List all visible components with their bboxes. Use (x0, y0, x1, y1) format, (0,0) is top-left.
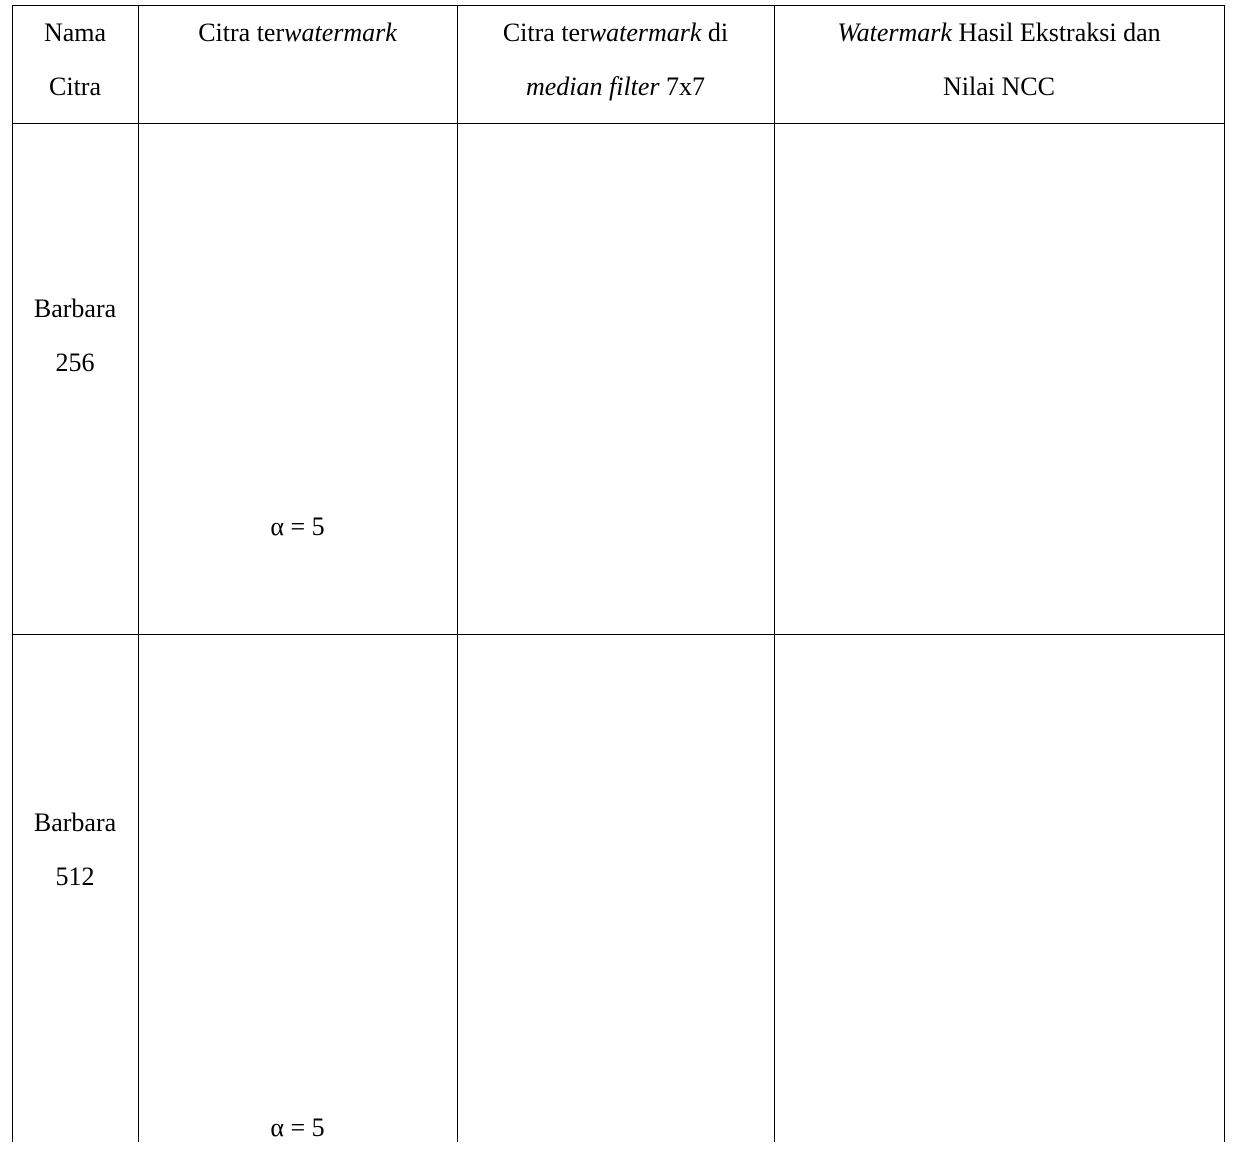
column-border (138, 5, 139, 1142)
alpha-value: α = 5 (270, 512, 325, 541)
alpha-value: α = 5 (270, 1113, 325, 1142)
row-border (12, 123, 1225, 124)
header-text: median filter (525, 72, 660, 101)
header-text: 7x7 (659, 72, 706, 101)
header-text: Citra ter (502, 18, 589, 47)
header-line: Citra terwatermark di (457, 6, 774, 60)
column-border (457, 5, 458, 1142)
image-name: Barbara (33, 294, 117, 323)
header-text: Hasil Ekstraksi dan (951, 18, 1161, 47)
header-text: Nilai NCC (943, 72, 1055, 101)
header-text: Watermark (837, 18, 952, 47)
image-name: 256 (55, 348, 95, 377)
header-text: watermark (588, 18, 702, 47)
image-name: Barbara (33, 808, 117, 837)
image-name: 512 (55, 862, 95, 891)
header-text: di (701, 18, 729, 47)
header-line: Citra (12, 60, 138, 114)
header-text: watermark (284, 18, 397, 47)
header-line: Nilai NCC (774, 60, 1224, 114)
header-text: Nama (43, 18, 107, 47)
row-border (12, 5, 1225, 6)
header-text: Citra ter (198, 18, 285, 47)
row-border (12, 634, 1225, 635)
header-text: Citra (49, 72, 101, 101)
header-line: Nama (12, 6, 138, 60)
column-border (1224, 5, 1225, 1142)
column-border (774, 5, 775, 1142)
header-line: Citra terwatermark (138, 6, 457, 60)
column-border (12, 5, 13, 1142)
header-line: Watermark Hasil Ekstraksi dan (774, 6, 1224, 60)
header-line: median filter 7x7 (457, 60, 774, 114)
